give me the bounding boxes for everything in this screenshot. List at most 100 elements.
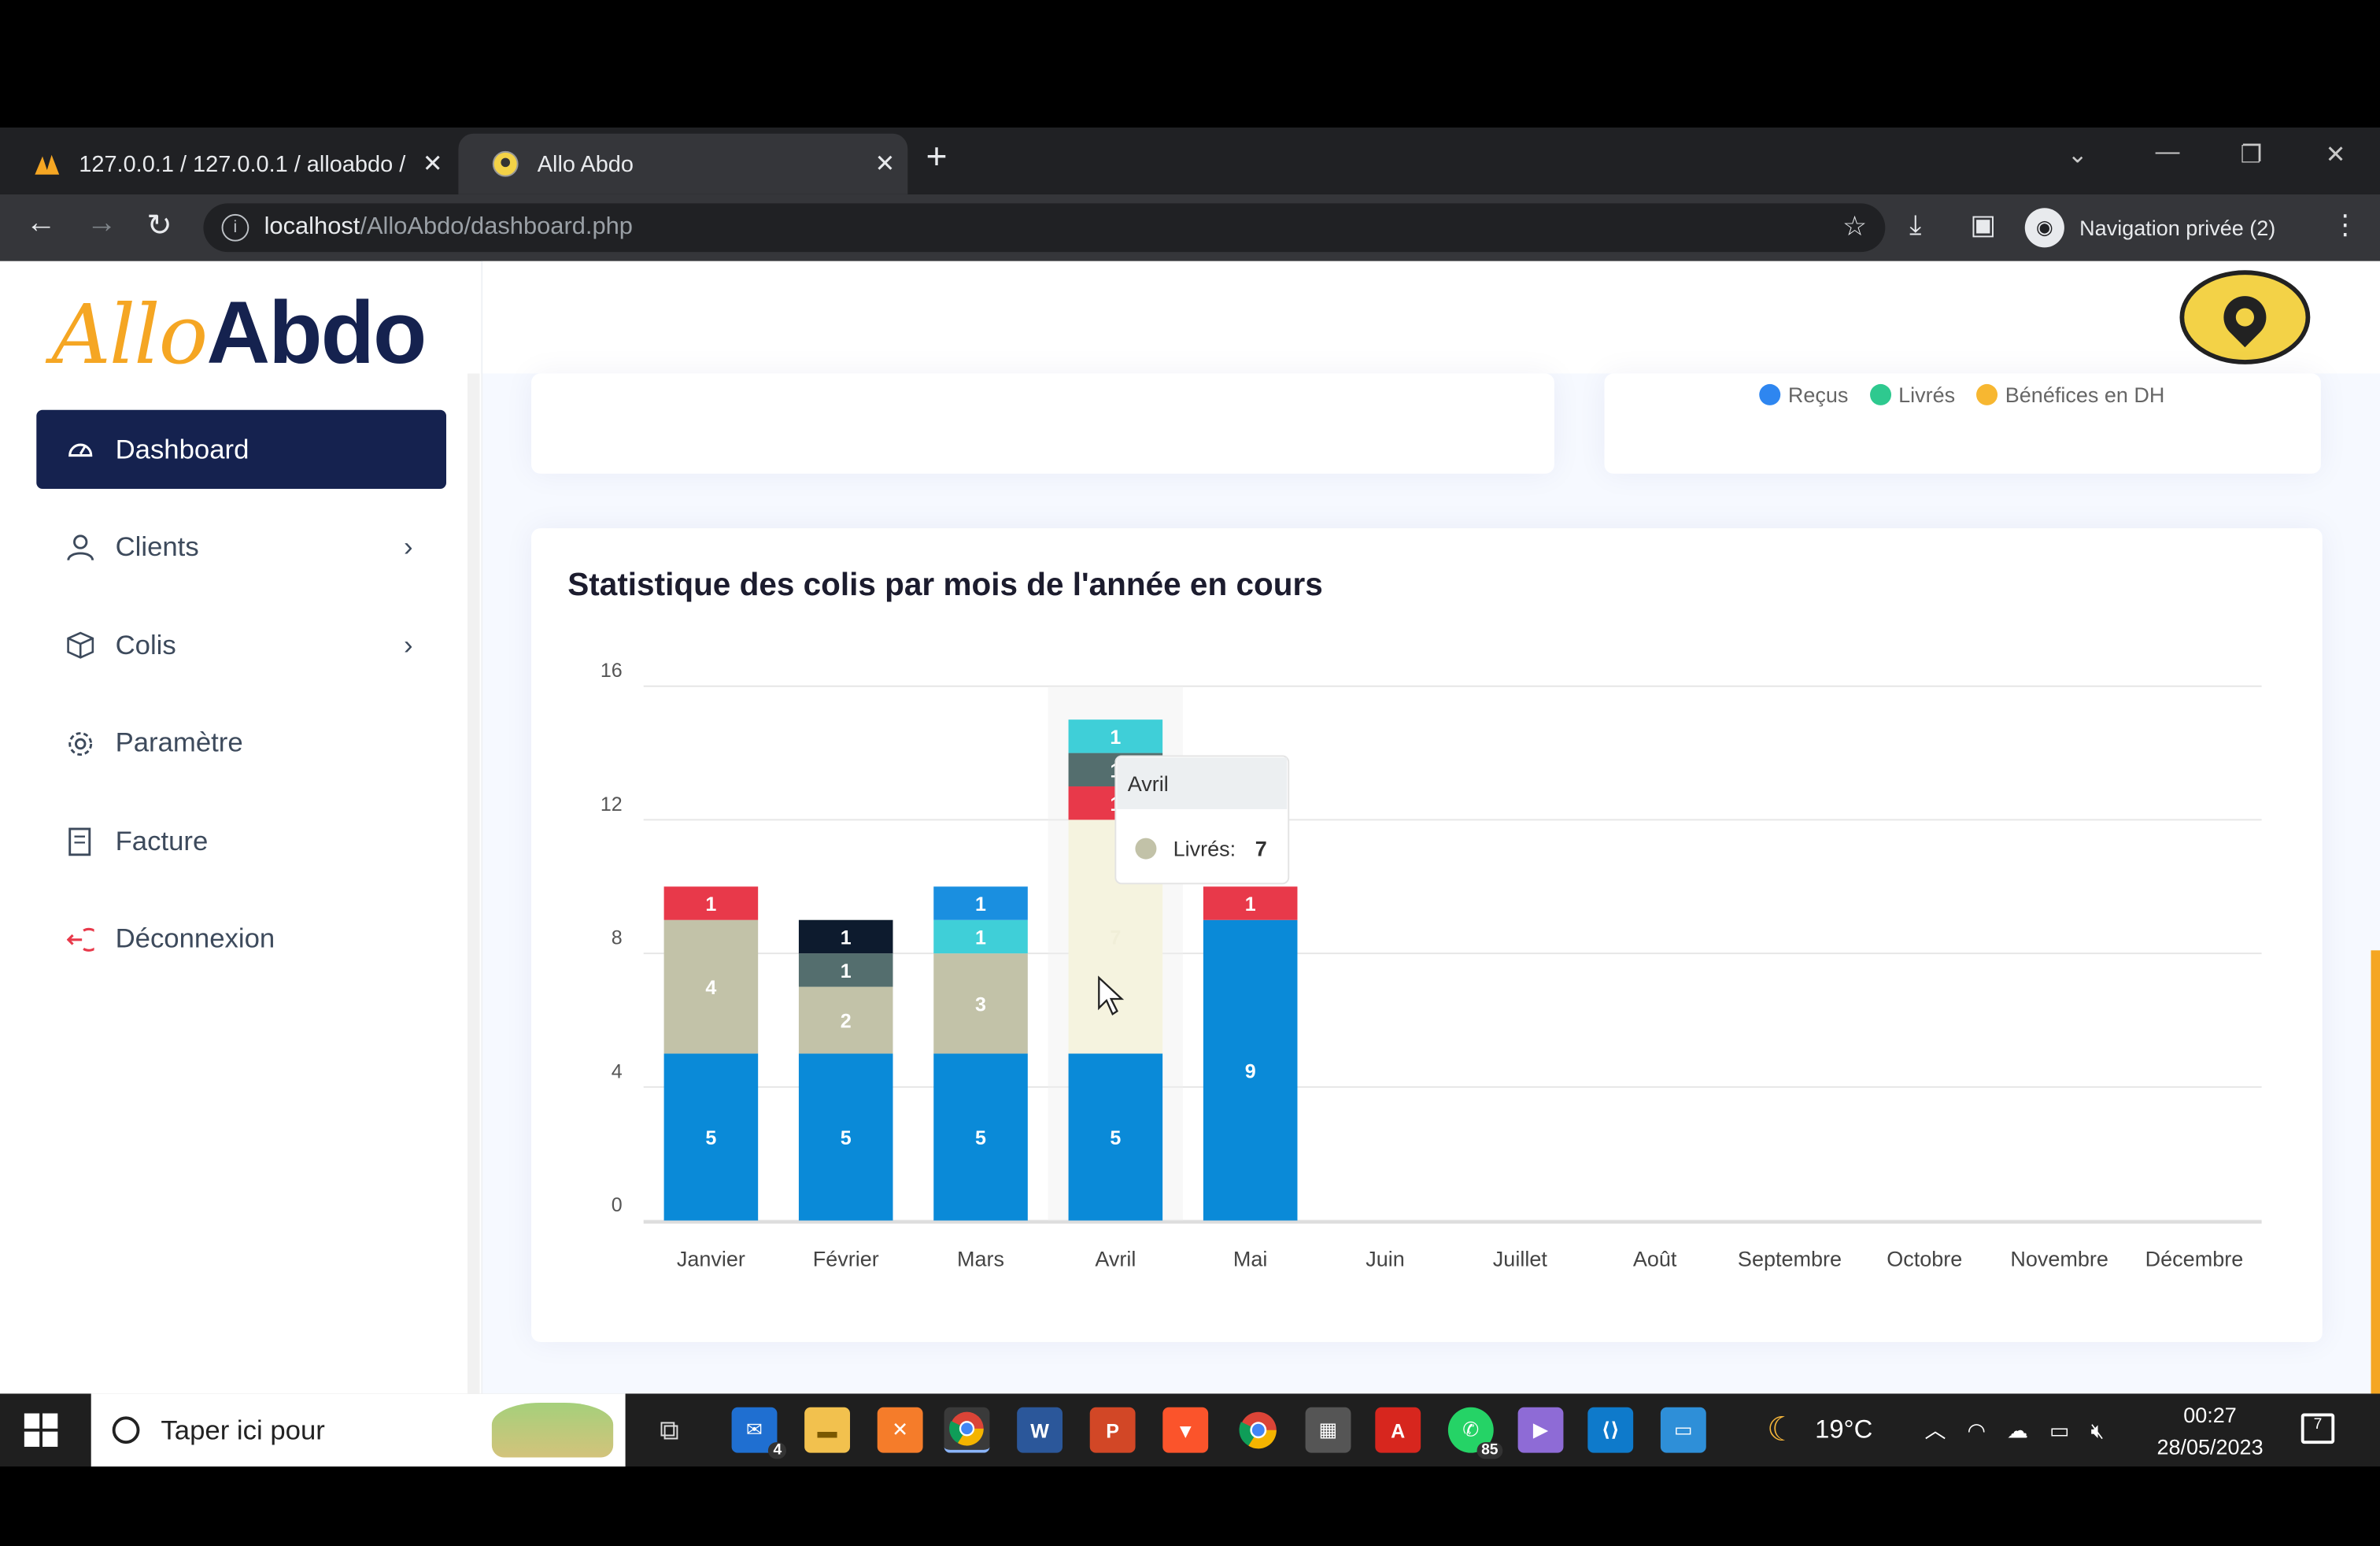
video-editor-icon[interactable]: ▶ <box>1517 1407 1564 1453</box>
profile-avatar[interactable] <box>2179 270 2311 364</box>
sidebar-scrollbar[interactable] <box>468 373 480 1394</box>
mail-badge: 4 <box>768 1442 787 1459</box>
sidebar-item-deconnexion[interactable]: Déconnexion <box>36 900 446 978</box>
chrome-active-icon[interactable] <box>944 1407 990 1453</box>
task-view-icon[interactable]: ⧉ <box>660 1414 679 1445</box>
browser-menu-icon[interactable]: ⋮ <box>2331 209 2360 240</box>
address-bar[interactable]: i localhost/AlloAbdo/dashboard.php ☆ <box>203 203 1886 253</box>
tooltip-title: Avril <box>1128 772 1169 796</box>
onedrive-icon[interactable]: ☁ <box>2007 1417 2029 1442</box>
private-browsing-indicator[interactable]: ◉ Navigation privée (2) <box>2024 203 2275 252</box>
chrome-icon[interactable] <box>1236 1407 1281 1453</box>
legend-swatch <box>1869 383 1891 405</box>
legend-swatch <box>1976 383 1998 405</box>
bar-value-label: 1 <box>1245 893 1256 915</box>
restore-icon[interactable]: ❐ <box>2240 142 2263 169</box>
tooltip-value: 7 <box>1255 838 1267 861</box>
file-explorer-icon[interactable]: ▬ <box>804 1407 851 1453</box>
sidebar-item-parametre[interactable]: Paramètre <box>36 704 446 782</box>
tab-title: Allo Abdo <box>537 150 634 177</box>
legend-swatch <box>1759 383 1781 405</box>
new-tab-button[interactable]: + <box>926 136 948 178</box>
browser-tab-allo-abdo[interactable]: Allo Abdo ✕ <box>458 133 908 194</box>
close-tab-icon[interactable]: ✕ <box>422 151 443 178</box>
clock-time: 00:27 <box>2183 1403 2237 1427</box>
mail-app-icon[interactable]: ✉ 4 <box>731 1407 787 1459</box>
powerpoint-icon[interactable]: P <box>1089 1407 1136 1453</box>
bar-segment <box>933 919 1028 954</box>
sidebar-item-dashboard[interactable]: Dashboard <box>36 409 447 490</box>
bar-value-label: 9 <box>1245 1060 1256 1082</box>
whatsapp-icon[interactable]: ✆ 85 <box>1447 1407 1503 1459</box>
logout-icon <box>66 925 94 952</box>
system-tray: ︿ ◠ ☁ ▭ 🔇︎ <box>1924 1393 2104 1466</box>
browser-tab-phpmyadmin[interactable]: 127.0.0.1 / 127.0.0.1 / alloabdo / ✕ <box>0 134 456 194</box>
windows-start-icon[interactable] <box>24 1413 58 1447</box>
forward-icon[interactable]: → <box>86 206 117 240</box>
windows-taskbar: Taper ici pour ⧉ ✉ 4 ▬ ✕ W P ▼ ▦ A ✆ 85 ▶ … <box>0 1393 2380 1467</box>
weather-widget[interactable]: ☾ 19°C <box>1767 1393 1872 1466</box>
bar-value-label: 1 <box>1110 727 1121 749</box>
sidebar-item-clients[interactable]: Clients › <box>36 508 446 586</box>
sidebar-item-label: Clients <box>115 531 199 562</box>
word-icon[interactable]: W <box>1017 1407 1063 1453</box>
web-page: AlloAbdo Dashboard Clients › Colis › <box>0 261 2380 1394</box>
page-scrollbar[interactable] <box>2371 950 2380 1394</box>
volume-muted-icon[interactable]: 🔇︎ <box>2090 1417 2105 1442</box>
bar-segment <box>1203 886 1298 920</box>
x-tick-label: Juin <box>1366 1247 1405 1270</box>
bar-segment <box>798 1053 893 1221</box>
wifi-icon[interactable]: ◠ <box>1967 1417 1986 1442</box>
minimize-icon[interactable]: — <box>2155 139 2180 166</box>
close-tab-icon[interactable]: ✕ <box>874 151 896 178</box>
logo-allo: Allo <box>51 287 209 383</box>
bar-value-label: 1 <box>841 927 852 949</box>
taskbar-search-box[interactable]: Taper ici pour <box>91 1393 626 1467</box>
y-tick-label: 8 <box>612 927 623 949</box>
gear-icon <box>67 730 94 757</box>
legend-item[interactable]: Livrés <box>1869 383 1955 407</box>
x-tick-label: Septembre <box>1738 1247 1842 1270</box>
sidebar-item-label: Dashboard <box>115 433 249 464</box>
brave-browser-icon[interactable]: ▼ <box>1162 1407 1209 1453</box>
url-host: localhost <box>264 213 360 240</box>
bar-value-label: 7 <box>1110 927 1121 949</box>
app-logo[interactable]: AlloAbdo <box>51 283 427 384</box>
sidebar-item-colis[interactable]: Colis › <box>36 606 446 685</box>
battery-icon[interactable]: ▭ <box>2049 1417 2070 1442</box>
site-info-icon[interactable]: i <box>221 213 249 242</box>
phpmyadmin-favicon-icon <box>33 150 61 178</box>
tray-expand-icon[interactable]: ︿ <box>1924 1418 1946 1443</box>
xampp-icon[interactable]: ✕ <box>877 1407 923 1453</box>
x-tick-label: Décembre <box>2145 1247 2244 1270</box>
bar-value-label: 1 <box>975 893 986 915</box>
taskbar-clock[interactable]: 00:27 28/05/2023 <box>2143 1400 2277 1463</box>
back-icon[interactable]: ← <box>25 206 57 240</box>
close-window-icon[interactable]: ✕ <box>2325 142 2346 169</box>
side-panel-icon[interactable]: ▣ <box>1970 209 1997 240</box>
bookmark-star-icon[interactable]: ☆ <box>1842 211 1868 242</box>
bar-segment <box>933 886 1028 920</box>
notification-center-icon[interactable]: 7 <box>2301 1413 2335 1444</box>
legend-label: Reçus <box>1787 383 1849 407</box>
sidebar-item-facture[interactable]: Facture <box>36 801 446 880</box>
browser-toolbar: ← → ↻ i localhost/AlloAbdo/dashboard.php… <box>0 194 2380 261</box>
bar-value-label: 4 <box>705 977 716 999</box>
legend-label: Livrés <box>1898 383 1956 407</box>
box-icon <box>67 631 94 659</box>
bar-segment <box>798 986 893 1054</box>
calculator-icon[interactable]: ▦ <box>1305 1407 1351 1453</box>
vscode-icon[interactable]: ⟨⟩ <box>1587 1407 1634 1453</box>
x-tick-label: Mai <box>1233 1247 1268 1270</box>
invoice-icon <box>67 827 94 856</box>
x-tick-label: Avril <box>1095 1247 1136 1270</box>
tab-search-icon[interactable]: ⌄ <box>2067 142 2088 169</box>
weather-temp: 19°C <box>1815 1415 1873 1444</box>
reload-icon[interactable]: ↻ <box>146 209 172 243</box>
download-icon[interactable]: ⤓ <box>1909 209 1922 240</box>
acrobat-icon[interactable]: A <box>1375 1407 1421 1453</box>
legend-item[interactable]: Reçus <box>1759 383 1848 407</box>
legend-item[interactable]: Bénéfices en DH <box>1976 383 2164 407</box>
remote-desktop-icon[interactable]: ▭ <box>1660 1407 1706 1453</box>
bar-segment <box>1068 1053 1163 1221</box>
